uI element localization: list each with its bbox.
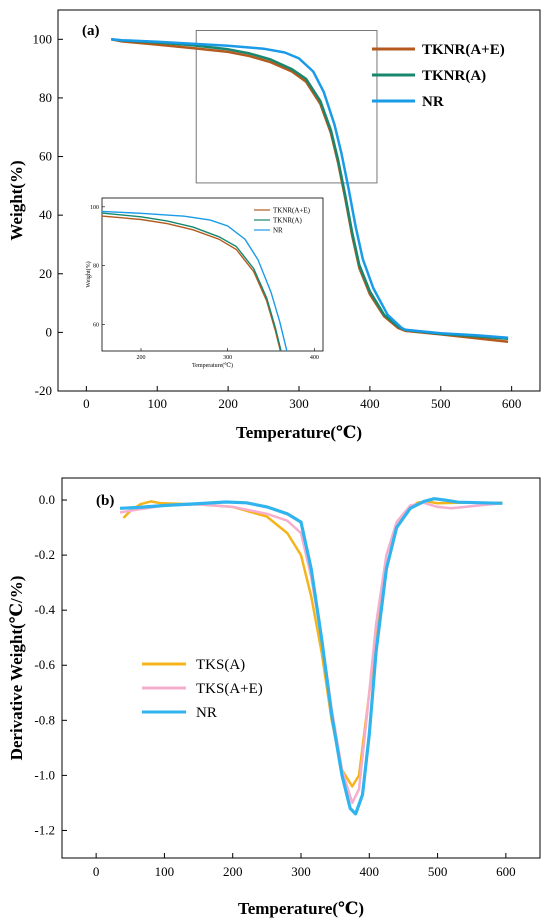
zoom-box (195, 30, 378, 184)
legend-label-b: TKS(A) (196, 657, 245, 673)
panel-label-b: (b) (96, 493, 114, 509)
inset-x-tick-label: 200 (137, 355, 146, 361)
x-axis-title-a: Temperature(℃) (236, 423, 362, 442)
inset-y-tick-label: 80 (93, 264, 99, 270)
series-line-nr (111, 38, 509, 339)
y-axis-title-a: Weight(%) (7, 160, 26, 240)
chart-b: 0 100 200 300 400 500 600 0.0 -0.2 -0.4 -0.6 -0.8 -1… (7, 477, 541, 918)
x-tick-label-b: 400 (360, 864, 380, 879)
x-tick-label-a: 0 (83, 396, 90, 411)
series-line-nr (119, 497, 503, 816)
chart-a: 0 100 200 300 400 500 600 -20 0 20 40 60 80 100 Temper… (7, 9, 541, 442)
legend-label-a: TKNR(A+E) (422, 42, 505, 58)
x-tick-label-b: 200 (223, 864, 243, 879)
y-tick-label-a: 20 (39, 266, 52, 281)
x-tick-label-a: 600 (502, 396, 522, 411)
y-tick-label-b: 0.0 (39, 492, 55, 507)
inset-series-line (102, 210, 288, 351)
y-tick-label-b: -1.2 (34, 822, 55, 837)
y-tick-label-b: -0.2 (34, 547, 55, 562)
inset-y-axis-title: Weight(%) (85, 261, 92, 287)
x-tick-label-b: 600 (496, 864, 516, 879)
inset-x-axis-title: Temperature(℃) (192, 362, 233, 369)
x-tick-label-b: 300 (291, 864, 311, 879)
x-tick-label-a: 400 (360, 396, 380, 411)
y-tick-label-a: 0 (46, 324, 53, 339)
y-tick-label-a: 80 (39, 90, 52, 105)
y-tick-label-a: -20 (35, 383, 52, 398)
y-tick-label-b: -0.4 (34, 602, 55, 617)
y-tick-label-b: -0.6 (34, 657, 55, 672)
legend-label-a: NR (422, 94, 444, 110)
y-tick-label-a: 100 (33, 31, 53, 46)
inset-x-tick-label: 300 (223, 355, 232, 361)
panel-label-a: (a) (82, 23, 100, 39)
inset-y-tick-label: 100 (90, 205, 99, 211)
y-tick-label-b: -1.0 (34, 767, 55, 782)
inset-frame (101, 197, 324, 352)
y-tick-label-b: -0.8 (34, 712, 55, 727)
x-tick-label-b: 0 (93, 864, 100, 879)
inset-y-tick-label: 60 (93, 323, 99, 329)
x-tick-label-a: 200 (218, 396, 238, 411)
inset-x-tick-label: 400 (310, 355, 319, 361)
x-tick-label-a: 300 (289, 396, 309, 411)
x-axis-title-b: Temperature(℃) (238, 899, 364, 918)
x-tick-label-b: 500 (428, 864, 448, 879)
inset-series-line (102, 215, 282, 351)
inset-series-group (102, 210, 288, 351)
legend-label-a: TKNR(A) (422, 68, 486, 84)
inset-legend-label: NR (273, 227, 283, 235)
inset-legend-label: TKNR(A+E) (273, 207, 311, 215)
y-tick-label-a: 40 (39, 207, 52, 222)
legend-label-b: NR (196, 705, 217, 721)
y-tick-label-a: 60 (39, 149, 52, 164)
x-tick-label-a: 100 (147, 396, 167, 411)
x-tick-label-a: 500 (431, 396, 451, 411)
series-line-tks-a- (122, 500, 503, 788)
inset-series-line (102, 212, 282, 351)
legend-label-b: TKS(A+E) (196, 681, 263, 697)
x-tick-label-b: 100 (155, 864, 175, 879)
series-line-tks-a-e- (119, 501, 503, 805)
inset-legend-label: TKNR(A) (273, 217, 302, 225)
y-axis-title-b: Derivative Weight(℃/%) (7, 576, 26, 761)
